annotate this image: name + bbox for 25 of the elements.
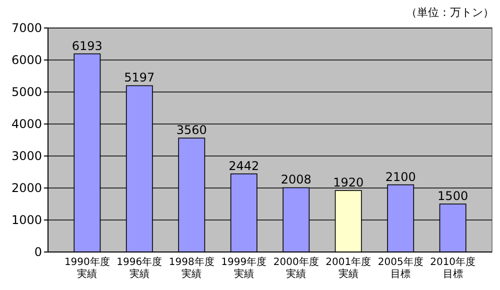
y-tick-label: 1000	[11, 213, 42, 228]
data-label: 2442	[228, 158, 260, 173]
data-label: 2100	[385, 170, 416, 184]
y-tick-label: 7000	[11, 21, 42, 36]
y-tick-label: 0	[34, 245, 42, 260]
y-tick-label: 6000	[11, 53, 42, 68]
x-tick-label: 1990年度実績	[64, 256, 110, 280]
x-tick-label: 2000年度実績	[273, 256, 319, 280]
data-label: 5197	[124, 70, 155, 85]
data-label: 1920	[333, 176, 364, 190]
x-tick-label: 2001年度実績	[326, 256, 372, 280]
x-tick-label: 1999年度実績	[221, 256, 267, 280]
text: （単位：万トン）	[406, 6, 494, 19]
x-tick-label: 2005年度目標	[378, 256, 424, 280]
y-tick-label: 2000	[11, 181, 42, 196]
y-tick-label: 3000	[11, 149, 42, 164]
y-tick-label: 4000	[11, 117, 42, 132]
x-tick-label: 2010年度目標	[430, 256, 476, 280]
data-label: 2008	[280, 172, 312, 187]
data-label: 1500	[438, 189, 468, 203]
x-tick-label: 1996年度実績	[116, 256, 162, 280]
y-tick-label: 5000	[11, 85, 42, 100]
data-label: 6193	[72, 38, 102, 53]
data-label: 3560	[176, 123, 207, 138]
x-tick-label: 1998年度実績	[168, 256, 214, 280]
